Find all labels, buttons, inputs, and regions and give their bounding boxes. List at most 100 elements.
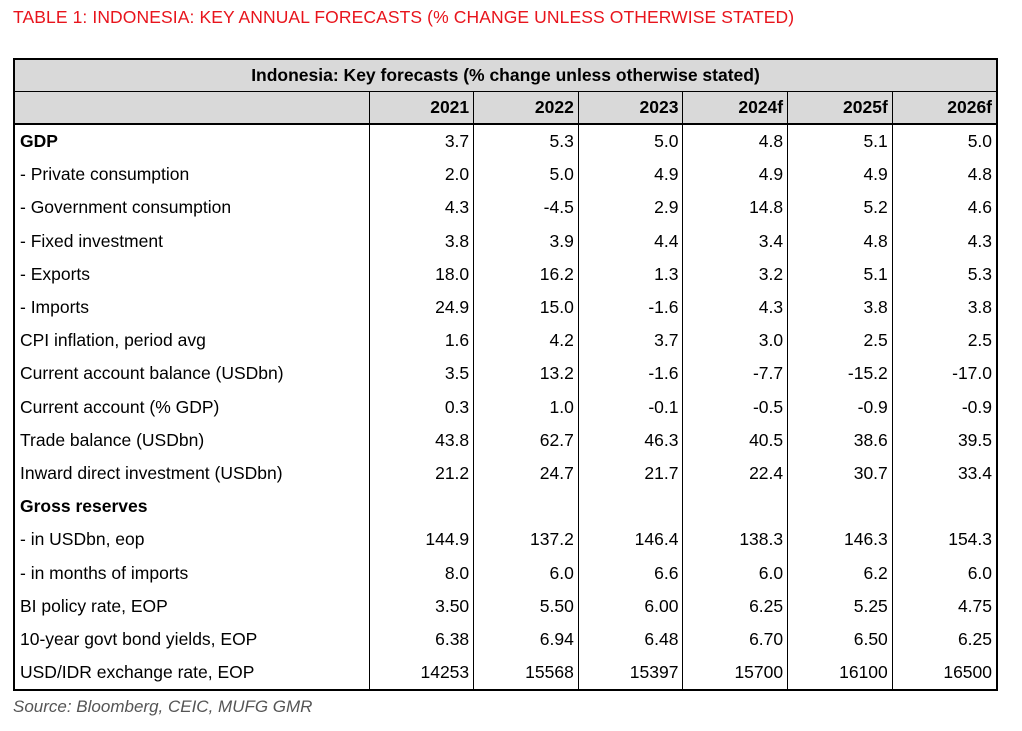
table-cell: 46.3 <box>577 423 683 457</box>
table-cell: 3.7 <box>577 324 683 358</box>
row-label: - Private consumption <box>20 164 190 185</box>
table-cell: 3.50 <box>368 589 474 623</box>
table-cell: 16500 <box>891 656 998 691</box>
table-cell: 3.8 <box>891 290 998 325</box>
table-cell: 4.9 <box>787 158 893 192</box>
table-cell: -15.2 <box>787 357 893 391</box>
table-cell: -4.5 <box>473 191 579 225</box>
table-row: BI policy rate, EOP 3.50 5.50 6.00 6.25 5.25 4… <box>14 589 998 623</box>
table-row: Current account balance (USDbn) 3.5 13.2 -1… <box>14 357 998 391</box>
table-cell: 4.4 <box>577 224 683 258</box>
table-cell: -1.6 <box>577 290 683 325</box>
table-cell: 3.8 <box>368 224 474 258</box>
row-label: USD/IDR exchange rate, EOP <box>14 656 369 691</box>
table-cell: 5.3 <box>891 257 998 291</box>
table-cell: 3.8 <box>787 290 893 325</box>
table-cell: 6.50 <box>787 622 893 656</box>
table-cell: -0.9 <box>891 390 998 424</box>
table-caption: TABLE 1: INDONESIA: KEY ANNUAL FORECASTS… <box>13 7 795 27</box>
row-label: Gross reserves <box>20 496 148 517</box>
table-cell: 6.94 <box>473 622 579 656</box>
table-cell: 1.6 <box>368 324 474 358</box>
table-cell: 0.3 <box>368 390 474 424</box>
table-cell: 13.2 <box>473 357 579 391</box>
table-cell: 5.25 <box>787 589 893 623</box>
table-cell: 4.3 <box>368 191 474 225</box>
table-cell: 43.8 <box>368 423 474 457</box>
table-cell: -7.7 <box>682 357 788 391</box>
column-header: 2024f <box>682 91 788 125</box>
table-row: Inward direct investment (USDbn) 21.2 24.7… <box>14 456 998 491</box>
row-label: - Fixed investment <box>20 230 163 251</box>
table-cell: 4.9 <box>577 158 683 192</box>
column-header: 2023 <box>577 91 683 125</box>
table-cell: 16100 <box>787 656 893 691</box>
table-cell: 15700 <box>682 656 788 691</box>
table-row: 10-year govt bond yields, EOP 6.38 6.94 6.4… <box>14 622 998 656</box>
row-label: BI policy rate, EOP <box>20 595 168 616</box>
table-cell: 5.0 <box>473 158 579 192</box>
table-cell: -0.9 <box>787 390 893 424</box>
row-label: GDP <box>20 131 58 152</box>
table-cell: 4.9 <box>682 158 788 192</box>
table-row: Trade balance (USDbn) 43.8 62.7 46.3 40.5 38.… <box>14 423 998 457</box>
table-row: GDP 3.7 5.3 5.0 4.8 5.1 5.0 <box>14 124 998 159</box>
table-cell: 3.7 <box>368 124 474 159</box>
table-cell: 4.3 <box>891 224 998 258</box>
table-cell: 4.2 <box>473 324 579 358</box>
table-cell: 4.8 <box>891 158 998 192</box>
table-title: Indonesia: Key forecasts (% change unles… <box>14 59 998 92</box>
row-label: - in months of imports <box>20 562 189 583</box>
table-cell <box>473 490 579 524</box>
table-cell: 146.4 <box>577 523 683 557</box>
table-cell: 3.9 <box>473 224 579 258</box>
table-cell: 5.0 <box>577 124 683 159</box>
table-cell <box>577 490 683 524</box>
table-cell: 4.8 <box>787 224 893 258</box>
table-cell: 6.0 <box>682 556 788 590</box>
row-label: 10-year govt bond yields, EOP <box>20 628 258 649</box>
table-row: - Government consumption 4.3 -4.5 2.9 14.8 5.… <box>14 191 998 225</box>
table-cell: 6.48 <box>577 622 683 656</box>
table-cell: 15.0 <box>473 290 579 325</box>
table-cell: 1.3 <box>577 257 683 291</box>
table-row: - Fixed investment 3.8 3.9 4.4 3.4 4.8 4.3 <box>14 224 998 258</box>
row-label: Current account balance (USDbn) <box>20 363 284 384</box>
table-cell: 1.0 <box>473 390 579 424</box>
table-cell <box>891 490 998 524</box>
table-cell: 15568 <box>473 656 579 691</box>
table-cell: 21.7 <box>577 456 683 491</box>
table-cell: 5.0 <box>891 124 998 159</box>
table-cell: 6.2 <box>787 556 893 590</box>
row-label: - in USDbn, eop <box>20 529 145 550</box>
table-cell: 22.4 <box>682 456 788 491</box>
table-cell: 6.6 <box>577 556 683 590</box>
table-cell: 6.00 <box>577 589 683 623</box>
table-cell: 2.0 <box>368 158 474 192</box>
table-cell: 6.70 <box>682 622 788 656</box>
table-cell: 154.3 <box>891 523 998 557</box>
row-label: CPI inflation, period avg <box>20 330 206 351</box>
table-cell: 6.0 <box>473 556 579 590</box>
table-row: - Exports 18.0 16.2 1.3 3.2 5.1 5.3 <box>14 257 998 291</box>
table-cell: 4.6 <box>891 191 998 225</box>
table-cell: 137.2 <box>473 523 579 557</box>
table-cell: 3.5 <box>368 357 474 391</box>
table-cell: 62.7 <box>473 423 579 457</box>
table-cell: -0.1 <box>577 390 683 424</box>
table-cell: 5.1 <box>787 257 893 291</box>
table-cell: 2.5 <box>787 324 893 358</box>
row-label: - Exports <box>20 263 91 284</box>
table-cell: 24.7 <box>473 456 579 491</box>
table-cell: 33.4 <box>891 456 998 491</box>
table-row: - Private consumption 2.0 5.0 4.9 4.9 4.9 4.8 <box>14 158 998 192</box>
table-cell: 144.9 <box>368 523 474 557</box>
table-cell <box>787 490 893 524</box>
table-cell: 6.38 <box>368 622 474 656</box>
table-row: USD/IDR exchange rate, EOP 14253 15568 1539… <box>14 656 998 691</box>
table-row: - Imports 24.9 15.0 -1.6 4.3 3.8 3.8 <box>14 290 998 325</box>
table-cell: 4.8 <box>682 124 788 159</box>
table-row: Gross reserves <box>14 490 998 524</box>
table-cell: 16.2 <box>473 257 579 291</box>
column-header: 2026f <box>891 91 998 125</box>
